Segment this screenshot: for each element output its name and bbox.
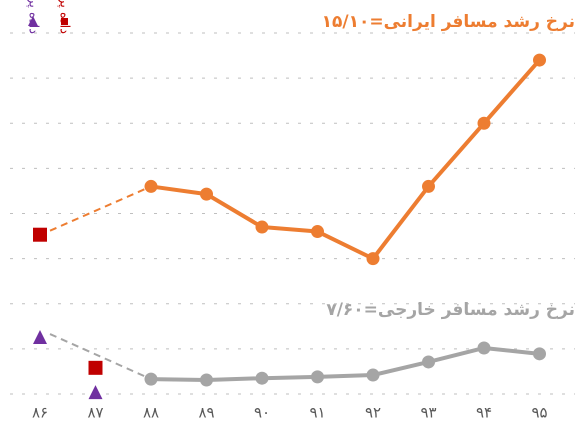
point [200,373,213,387]
legend-marker [61,18,68,25]
square-marker [88,360,103,375]
point [311,370,324,384]
line [150,345,540,383]
point [144,179,158,193]
point [477,116,491,130]
legend-label: داده پرت مسافر ایرانی [57,0,72,34]
connector [49,185,152,232]
point [255,220,269,234]
square-marker [33,227,47,242]
triangle-marker [88,385,103,400]
point [366,252,380,266]
triangle-marker [33,330,47,345]
point [533,347,546,361]
connector [49,333,152,381]
x-tick-label: ۹۰ [254,404,270,422]
annotation: نرخ رشد مسافر ایرانی=۱۵/۱۰ [322,12,575,32]
point [422,179,435,193]
point [200,187,213,201]
x-tick-label: ۹۵ [531,404,547,422]
point [144,372,158,386]
line [150,58,542,261]
x-tick-label: ۸۸ [143,404,159,422]
point [366,368,380,382]
x-tick-label: ۸۷ [87,404,103,422]
legend-marker [28,16,38,26]
point [533,53,546,67]
legend-label: داده پرت مسافر خارجی [26,0,41,34]
point [255,371,269,385]
point [311,225,324,239]
x-tick-label: ۸۶ [32,404,48,422]
point [422,355,435,369]
x-tick-label: ۹۳ [420,404,436,422]
x-tick-label: ۸۹ [198,404,214,422]
x-tick-label: ۹۴ [476,404,492,422]
annotation: نرخ رشد مسافر خارجی=۷/۶۰ [326,300,575,320]
x-tick-label: ۹۲ [365,404,381,422]
x-tick-label: ۹۱ [309,404,325,422]
point [477,341,491,355]
